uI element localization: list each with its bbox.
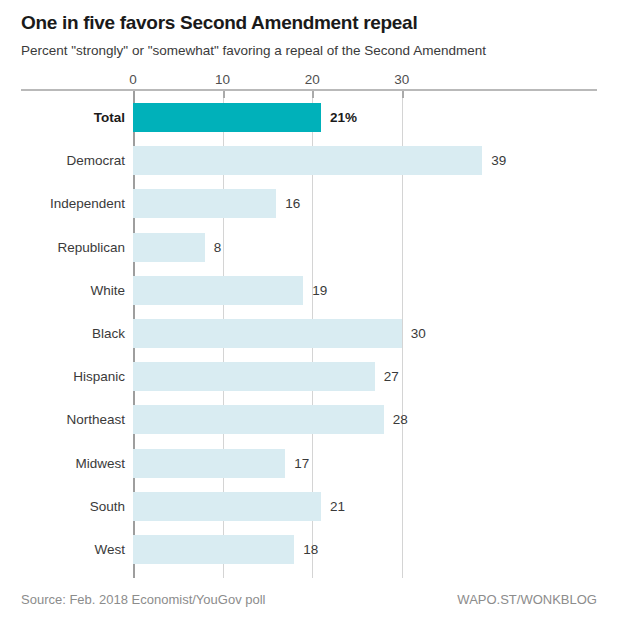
x-axis: 0102030 — [133, 68, 597, 89]
bar-chart: Total 21% Democrat 39 Independent 16 Republica… — [21, 91, 597, 578]
bar-row: Independent 16 — [21, 182, 597, 225]
category-label: South — [21, 499, 133, 514]
value-label: 28 — [393, 412, 408, 427]
credit-note: WAPO.ST/WONKBLOG — [457, 592, 597, 607]
value-label: 27 — [384, 369, 399, 384]
bar-row: White 19 — [21, 269, 597, 312]
value-label: 21% — [330, 110, 357, 125]
value-label: 19 — [312, 283, 327, 298]
value-label: 8 — [214, 240, 222, 255]
axis-tick-label: 20 — [305, 72, 320, 87]
value-label: 16 — [285, 196, 300, 211]
category-label: Total — [21, 110, 133, 125]
axis-tick-label: 10 — [215, 72, 230, 87]
category-label: Black — [21, 326, 133, 341]
bar — [133, 492, 321, 521]
chart-page: One in five favors Second Amendment repe… — [0, 0, 618, 621]
bar-row: Northeast 28 — [21, 398, 597, 441]
bar-row: West 18 — [21, 528, 597, 571]
category-label: Democrat — [21, 153, 133, 168]
value-label: 21 — [330, 499, 345, 514]
value-label: 17 — [294, 456, 309, 471]
category-label: Northeast — [21, 412, 133, 427]
bar — [133, 233, 205, 262]
value-label: 30 — [411, 326, 426, 341]
chart-subtitle: Percent "strongly" or "somewhat" favorin… — [21, 42, 597, 60]
bar — [133, 449, 285, 478]
axis-tick-label: 0 — [129, 72, 137, 87]
bar — [133, 362, 375, 391]
axis-tick-label: 30 — [394, 72, 409, 87]
bar-row: South 21 — [21, 485, 597, 528]
bar-row: Republican 8 — [21, 226, 597, 269]
category-label: Independent — [21, 196, 133, 211]
category-label: Republican — [21, 240, 133, 255]
category-label: White — [21, 283, 133, 298]
value-label: 18 — [303, 542, 318, 557]
chart-footer: Source: Feb. 2018 Economist/YouGov poll … — [21, 592, 597, 607]
bar — [133, 146, 482, 175]
bar-row: Total 21% — [21, 96, 597, 139]
bar-row: Democrat 39 — [21, 139, 597, 182]
bar — [133, 103, 321, 132]
bar — [133, 319, 402, 348]
bar-rows: Total 21% Democrat 39 Independent 16 Republica… — [21, 91, 597, 571]
bar — [133, 276, 303, 305]
value-label: 39 — [491, 153, 506, 168]
bar — [133, 535, 294, 564]
category-label: West — [21, 542, 133, 557]
category-label: Midwest — [21, 456, 133, 471]
source-note: Source: Feb. 2018 Economist/YouGov poll — [21, 592, 266, 607]
bar-row: Hispanic 27 — [21, 355, 597, 398]
bar-row: Black 30 — [21, 312, 597, 355]
chart-title: One in five favors Second Amendment repe… — [21, 12, 597, 34]
bar — [133, 189, 276, 218]
bar-row: Midwest 17 — [21, 442, 597, 485]
bar — [133, 405, 384, 434]
category-label: Hispanic — [21, 369, 133, 384]
